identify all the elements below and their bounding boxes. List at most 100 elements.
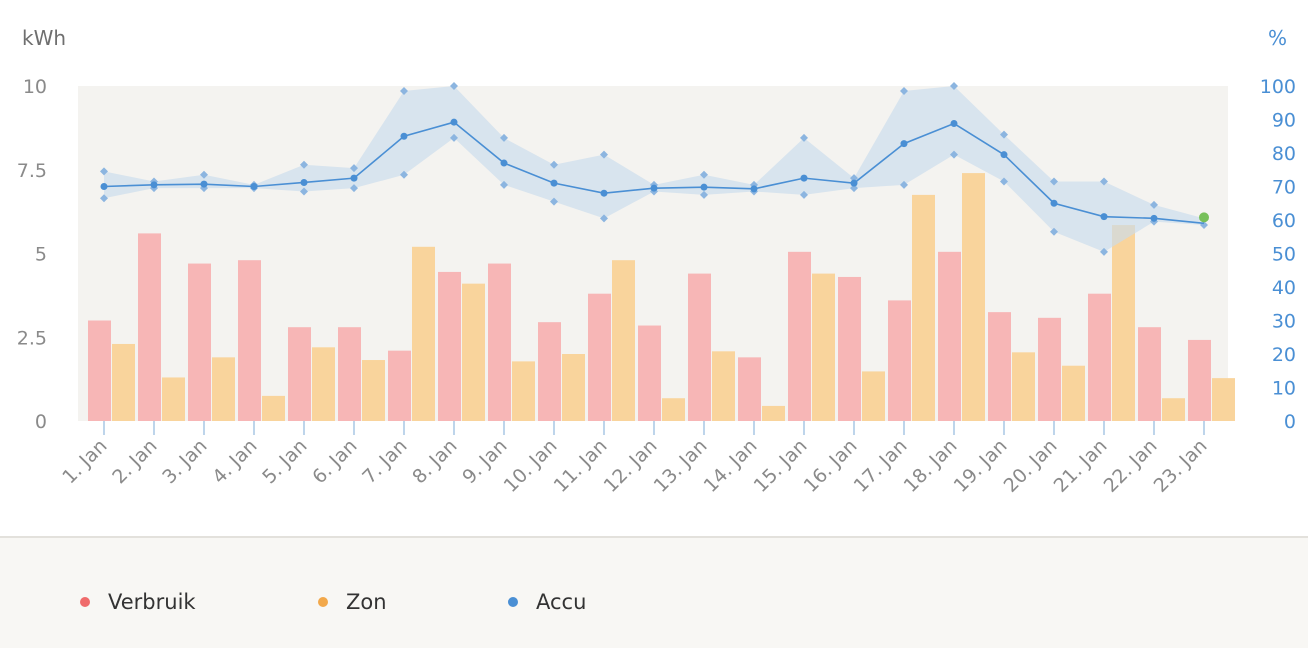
right-tick-label: 20 xyxy=(1272,344,1296,366)
accu-min-marker xyxy=(400,170,408,179)
accu-max-marker xyxy=(450,82,458,90)
accu-max-marker xyxy=(550,160,558,169)
x-tick-label: 8. Jan xyxy=(408,435,461,488)
legend: Verbruik Zon Accu xyxy=(0,536,1308,648)
left-tick-label: 5 xyxy=(35,244,47,266)
x-tick-label: 20. Jan xyxy=(1000,435,1062,497)
left-axis-unit: kWh xyxy=(22,26,66,50)
right-tick-label: 0 xyxy=(1284,411,1296,433)
accu-min-marker xyxy=(1100,247,1108,256)
right-axis-unit: % xyxy=(1268,26,1287,50)
accu-point xyxy=(650,184,658,192)
left-tick-label: 7.5 xyxy=(17,160,47,182)
bar-verbruik xyxy=(888,300,911,421)
legend-item-zon[interactable]: Zon xyxy=(318,590,387,614)
accu-max-marker xyxy=(1000,130,1008,139)
bar-zon xyxy=(362,360,385,421)
bar-zon xyxy=(512,361,535,421)
x-tick-label: 6. Jan xyxy=(308,435,361,488)
bar-zon xyxy=(1062,365,1085,421)
bar-zon xyxy=(462,283,485,421)
accu-point xyxy=(1050,199,1058,207)
energy-chart: kWh % 02.557.510 0102030405060708090100 … xyxy=(17,26,1296,497)
x-tick-label: 13. Jan xyxy=(650,435,712,497)
accu-min-marker xyxy=(450,133,458,142)
bar-verbruik xyxy=(588,293,611,421)
accu-point xyxy=(700,183,708,191)
accu-point xyxy=(450,118,458,126)
accu-max-marker xyxy=(350,164,358,173)
accu-point xyxy=(300,178,308,186)
legend-label-accu: Accu xyxy=(536,590,587,614)
accu-max-marker xyxy=(400,87,408,96)
accu-point xyxy=(400,132,408,140)
accu-range-band xyxy=(104,86,1204,252)
x-tick-label: 2. Jan xyxy=(108,435,161,488)
accu-point xyxy=(150,181,158,189)
x-tick-label: 12. Jan xyxy=(600,435,662,497)
left-tick-label: 10 xyxy=(23,76,47,98)
right-tick-label: 100 xyxy=(1260,76,1296,98)
accu-min-marker xyxy=(900,180,908,189)
bar-verbruik xyxy=(838,276,861,421)
bar-zon xyxy=(1112,225,1135,421)
legend-dot-accu xyxy=(508,597,518,607)
legend-item-verbruik[interactable]: Verbruik xyxy=(80,590,196,614)
bar-zon xyxy=(112,343,135,421)
accu-point xyxy=(750,185,758,193)
right-tick-label: 60 xyxy=(1272,210,1296,232)
right-tick-label: 50 xyxy=(1272,244,1296,266)
bar-zon xyxy=(412,246,435,421)
chart-area: kWh % 0 2.5 5 7.5 10 0 10 20 30 40 50 60 70 80 90 100 … xyxy=(16,26,1296,497)
bar-verbruik xyxy=(788,251,811,421)
bar-verbruik xyxy=(338,327,361,421)
accu-max-marker xyxy=(1050,177,1058,186)
accu-max-marker xyxy=(500,133,508,142)
accu-min-marker xyxy=(850,184,858,193)
right-tick-label: 80 xyxy=(1272,143,1296,165)
bar-verbruik xyxy=(88,320,111,421)
accu-min-marker xyxy=(950,150,958,159)
accu-point xyxy=(850,179,858,187)
accu-max-marker xyxy=(200,170,208,179)
accu-max-marker xyxy=(300,160,308,169)
x-tick-label: 19. Jan xyxy=(950,435,1012,497)
accu-point xyxy=(200,180,208,188)
accu-point xyxy=(900,140,908,148)
accu-min-marker xyxy=(500,180,508,189)
bar-verbruik xyxy=(488,263,511,421)
accu-min-marker xyxy=(350,184,358,193)
bar-zon xyxy=(662,398,685,421)
bar-zon xyxy=(962,173,985,421)
bar-verbruik xyxy=(438,271,461,421)
bar-zon xyxy=(862,371,885,421)
bar-verbruik xyxy=(138,233,161,421)
right-tick-label: 30 xyxy=(1272,311,1296,333)
bar-verbruik xyxy=(688,273,711,421)
x-tick-label: 17. Jan xyxy=(850,435,912,497)
x-tick-label: 4. Jan xyxy=(208,435,261,488)
bar-verbruik xyxy=(188,263,211,421)
legend-label-verbruik: Verbruik xyxy=(108,590,196,614)
bar-zon xyxy=(1012,352,1035,421)
bar-verbruik xyxy=(938,251,961,421)
bar-verbruik xyxy=(538,322,561,421)
x-tick-label: 22. Jan xyxy=(1100,435,1162,497)
legend-label-zon: Zon xyxy=(346,590,387,614)
accu-max-marker xyxy=(850,174,858,183)
x-tick-label: 15. Jan xyxy=(750,435,812,497)
bar-verbruik xyxy=(1188,339,1211,421)
bar-verbruik xyxy=(288,327,311,421)
legend-item-accu[interactable]: Accu xyxy=(508,590,586,614)
x-tick-label: 18. Jan xyxy=(900,435,962,497)
accu-min-marker xyxy=(550,197,558,206)
right-tick-label: 70 xyxy=(1272,177,1296,199)
bar-verbruik xyxy=(1088,293,1111,421)
bar-zon xyxy=(1162,398,1185,421)
accu-max-marker xyxy=(800,133,808,142)
bar-verbruik xyxy=(388,350,411,421)
accu-min-marker xyxy=(600,214,608,223)
right-tick-label: 40 xyxy=(1272,277,1296,299)
x-tick-label: 14. Jan xyxy=(700,435,762,497)
bar-zon xyxy=(162,377,185,421)
